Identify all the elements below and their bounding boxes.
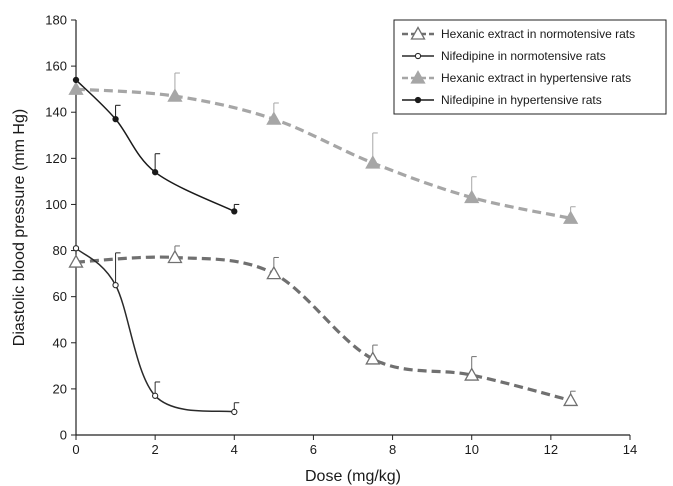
series-layer: [68, 72, 579, 416]
y-axis-label: Diastolic blood pressure (mm Hg): [11, 109, 28, 346]
series-line: [75, 255, 572, 402]
x-tick-label: 0: [72, 442, 79, 457]
x-tick-label: 10: [464, 442, 478, 457]
y-tick-label: 180: [45, 13, 67, 28]
legend-swatch-marker: [414, 96, 422, 104]
x-tick-label: 12: [544, 442, 558, 457]
data-point: [231, 408, 238, 416]
series-3: [72, 76, 240, 215]
data-point: [112, 281, 119, 289]
x-tick-label: 8: [389, 442, 396, 457]
data-point: [365, 351, 381, 365]
legend-swatch-marker: [410, 70, 426, 84]
data-point: [464, 367, 480, 381]
data-point: [68, 81, 84, 95]
data-point: [365, 155, 381, 169]
x-tick-label: 6: [310, 442, 317, 457]
data-point: [112, 115, 119, 123]
data-point: [563, 210, 579, 224]
legend-label: Hexanic extract in normotensive rats: [441, 27, 635, 41]
y-tick-label: 120: [45, 151, 67, 166]
legend-label: Nifedipine in normotensive rats: [441, 49, 606, 63]
x-tick-label: 4: [231, 442, 238, 457]
legend-label: Nifedipine in hypertensive rats: [441, 93, 602, 107]
data-point: [266, 265, 282, 280]
y-tick-label: 60: [53, 289, 67, 304]
data-point: [231, 208, 238, 215]
data-point: [167, 88, 183, 102]
data-point: [72, 245, 80, 252]
series-1: [72, 245, 240, 416]
y-tick-label: 100: [45, 197, 67, 212]
y-tick-label: 160: [45, 59, 67, 74]
x-axis-label: Dose (mg/kg): [305, 468, 401, 485]
data-point: [266, 111, 282, 125]
y-tick-label: 140: [45, 105, 67, 120]
x-tick-label: 2: [152, 442, 159, 457]
legend-swatch-marker: [414, 52, 422, 60]
data-point: [68, 254, 84, 268]
y-tick-label: 80: [53, 243, 67, 258]
legend: Hexanic extract in normotensive rats Nife…: [393, 19, 667, 115]
data-point: [563, 392, 579, 407]
data-point: [151, 392, 159, 399]
y-tick-label: 0: [60, 428, 67, 443]
series-line: [75, 87, 571, 220]
data-point: [72, 76, 80, 84]
legend-label: Hexanic extract in hypertensive rats: [441, 71, 631, 85]
data-point: [167, 249, 183, 264]
y-tick-label: 20: [53, 381, 67, 396]
legend-box: [393, 19, 667, 115]
x-tick-label: 14: [623, 442, 637, 457]
series-line: [75, 247, 235, 413]
data-point: [464, 189, 480, 204]
data-point: [151, 169, 159, 176]
series-2: [68, 72, 579, 224]
y-tick-label: 40: [53, 335, 67, 350]
legend-swatch-marker: [410, 26, 426, 40]
series-0: [68, 245, 579, 407]
series-line: [75, 79, 235, 213]
